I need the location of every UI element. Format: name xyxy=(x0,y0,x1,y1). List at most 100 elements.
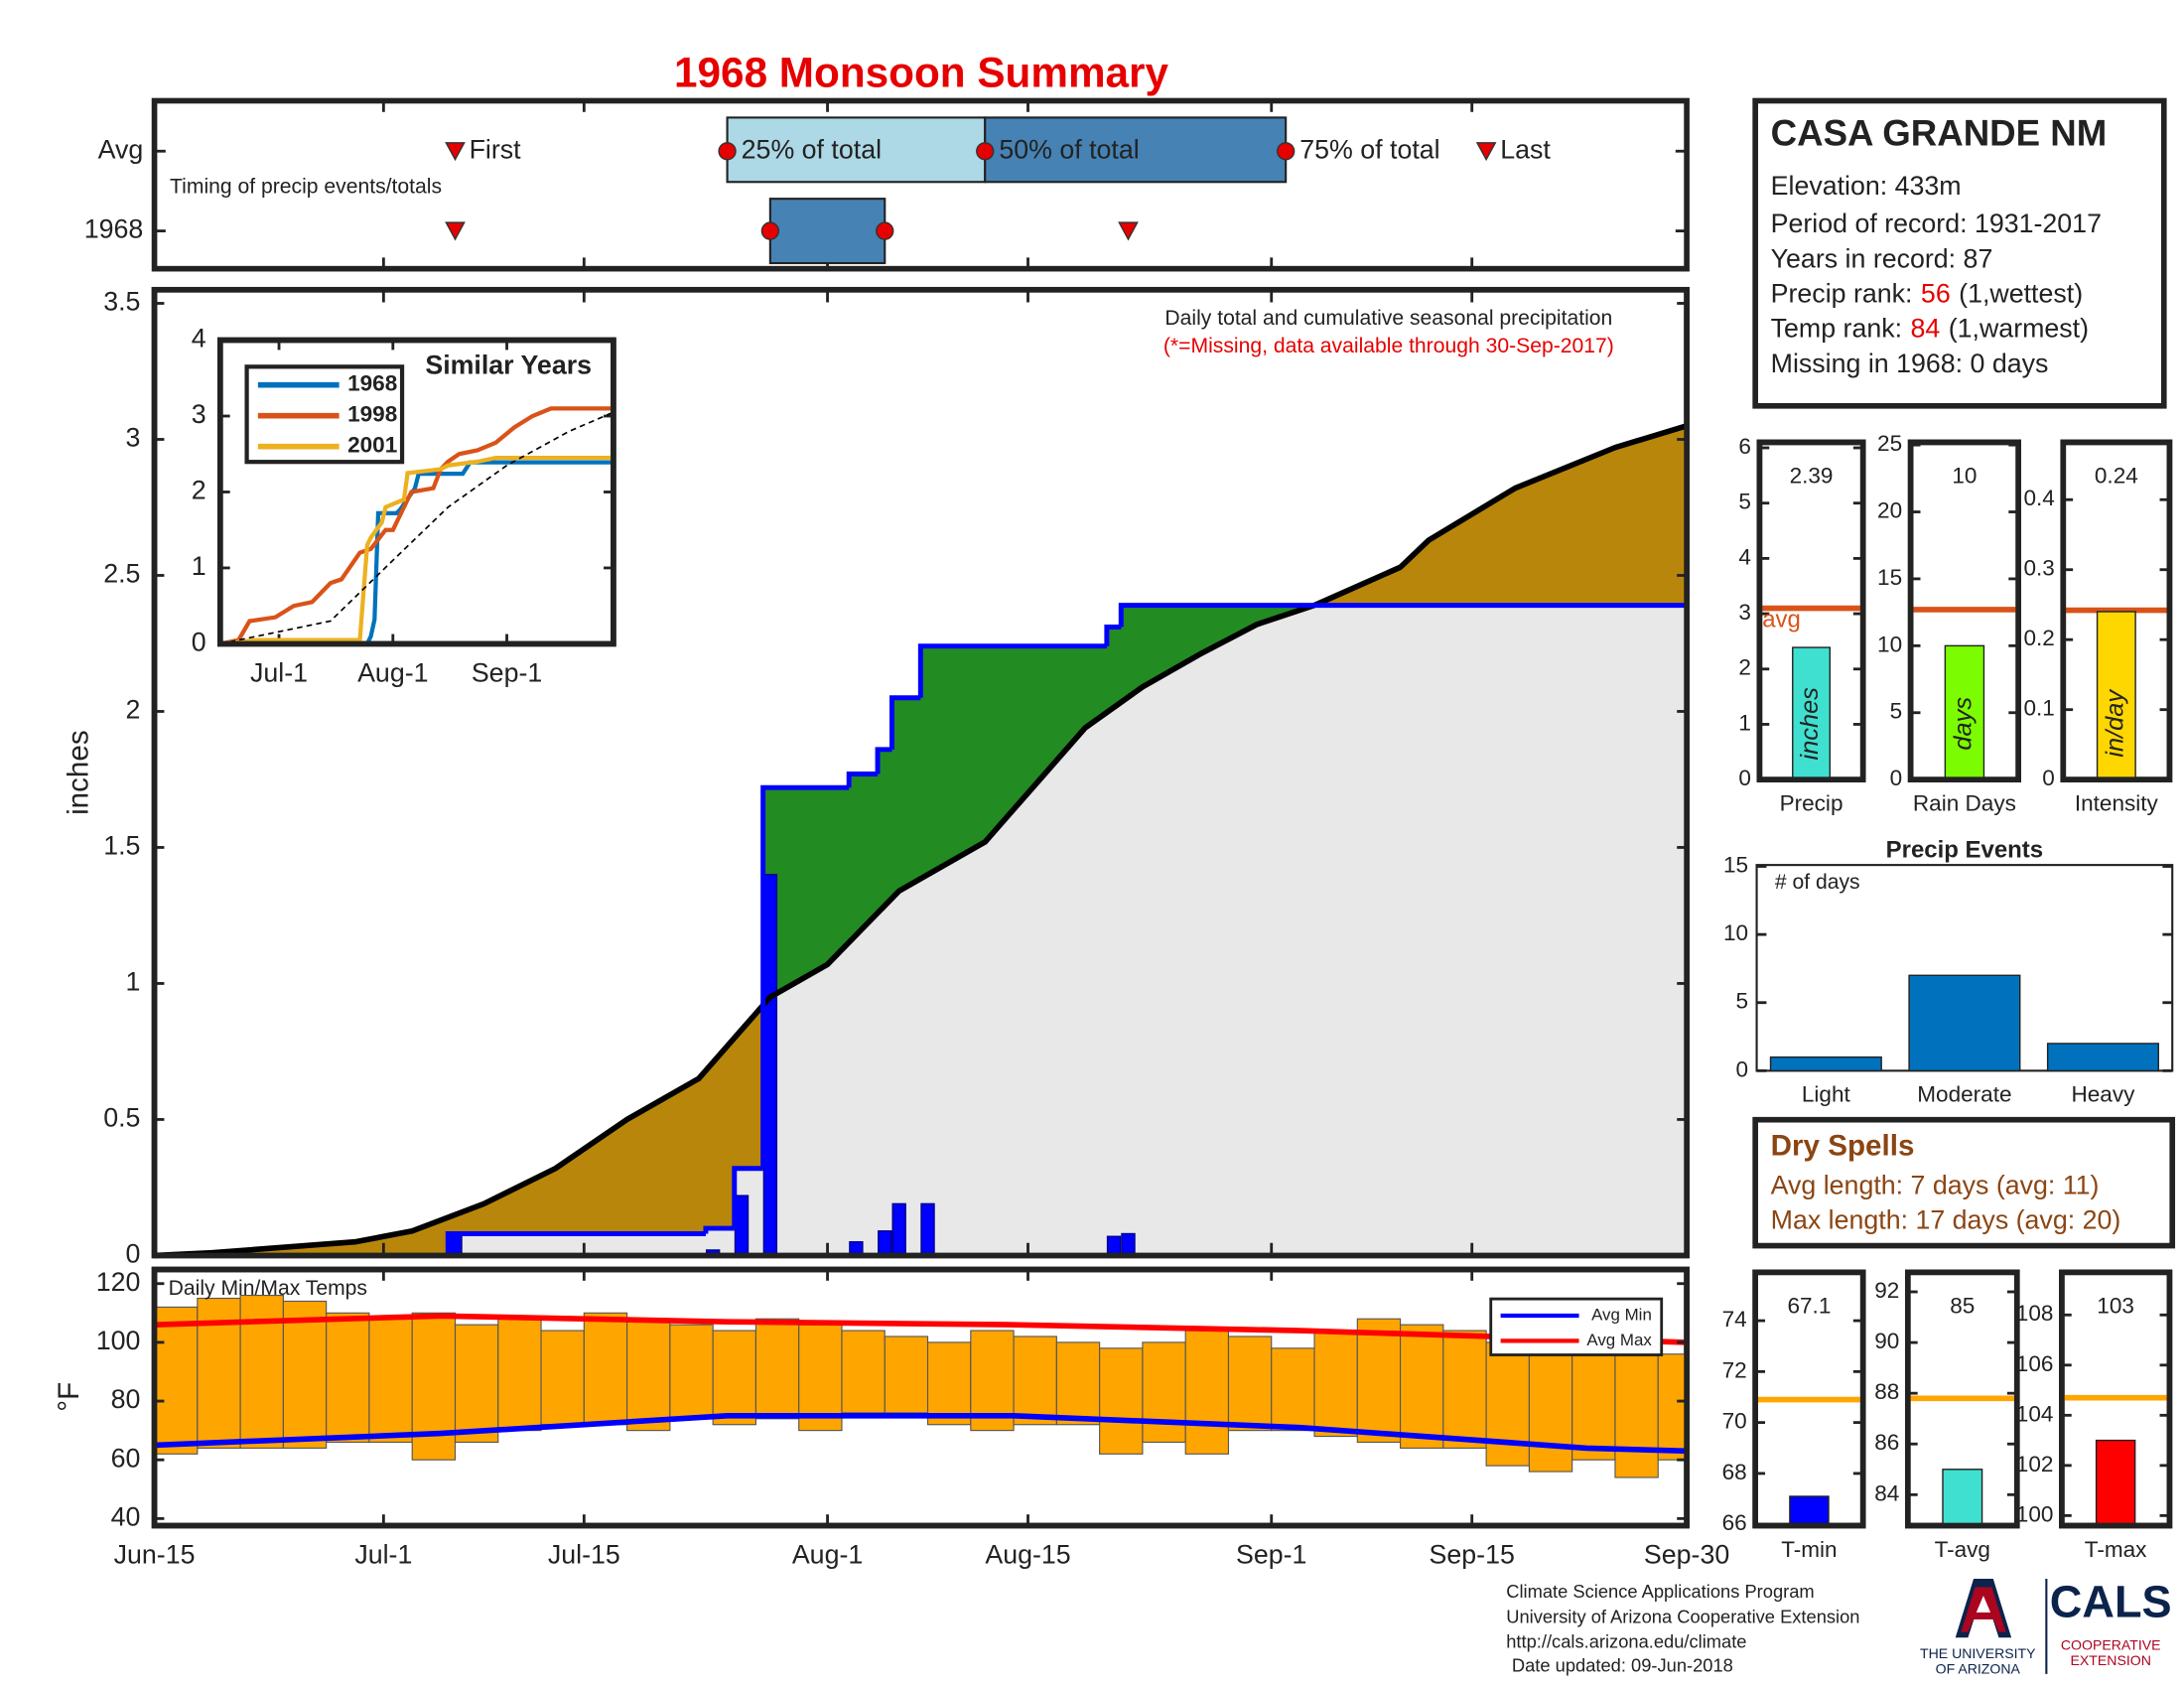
footer-line: University of Arizona Cooperative Extens… xyxy=(1506,1606,1859,1626)
y-tick-label: 20 xyxy=(1877,497,1902,522)
temp-bar xyxy=(1400,1324,1444,1449)
bar xyxy=(1908,974,2021,1072)
station-missing: Missing in 1968: 0 days xyxy=(1771,349,2049,378)
temp-bar xyxy=(497,1318,542,1432)
panel-outline xyxy=(151,1266,1690,1529)
station-box xyxy=(1752,97,2167,409)
panel-note: # of days xyxy=(1775,871,1860,894)
x-tick-label: Aug-1 xyxy=(357,658,428,688)
logo-text: OF ARIZONA xyxy=(1936,1660,2021,1676)
y-tick-label: 80 xyxy=(111,1384,141,1414)
timing-label: 25% of total xyxy=(742,134,882,164)
temp-bar xyxy=(1184,1330,1230,1455)
y-axis-label: °F xyxy=(53,1382,85,1412)
y-tick-label: 0.5 xyxy=(103,1103,140,1133)
temp-bar xyxy=(712,1330,756,1426)
y-tick-label: 0 xyxy=(192,628,206,657)
station-name: CASA GRANDE NM xyxy=(1771,112,2108,153)
unit-label: days xyxy=(1950,697,1978,751)
panel-outline xyxy=(2060,439,2173,782)
y-tick-label: 104 xyxy=(2016,1401,2054,1426)
y-tick-label: 6 xyxy=(1738,434,1751,459)
y-tick-label: 68 xyxy=(1722,1460,1747,1484)
y-tick-label: 120 xyxy=(96,1267,141,1297)
legend-label: 2001 xyxy=(347,433,397,458)
temp-bar xyxy=(1528,1353,1573,1473)
timing-label: 75% of total xyxy=(1299,134,1439,164)
y-tick-label: 66 xyxy=(1722,1510,1747,1535)
area-base xyxy=(154,605,1688,1256)
y-tick-label: 100 xyxy=(2016,1501,2054,1526)
y-tick-label: 0.1 xyxy=(2023,696,2054,721)
panel-outline xyxy=(216,337,616,647)
panel-outline xyxy=(1752,1269,1866,1529)
category-label: T-avg xyxy=(1935,1537,1990,1562)
total-marker xyxy=(876,221,894,240)
panel-title: Daily Min/Max Temps xyxy=(169,1277,367,1300)
logo-a-bar xyxy=(1971,1612,1996,1619)
bar xyxy=(2095,1439,2136,1527)
y-tick-label: 1 xyxy=(1738,710,1751,735)
temp-bar xyxy=(411,1312,457,1461)
temp-bar xyxy=(1614,1341,1659,1478)
bar xyxy=(1789,1495,1830,1527)
chart-note: (*=Missing, data available through 30-Se… xyxy=(1163,335,1614,357)
x-tick-label: Sep-15 xyxy=(1430,1540,1515,1570)
temp-bar xyxy=(1271,1347,1315,1432)
legend-label: Avg Min xyxy=(1591,1306,1652,1325)
cals-text: CALS xyxy=(2050,1577,2172,1627)
rank-note: (1,warmest) xyxy=(1949,314,2089,344)
category-label: Precip xyxy=(1780,790,1843,815)
daily-bar xyxy=(762,874,778,1257)
legend-label: 1968 xyxy=(347,371,397,396)
rank-label: Temp rank: xyxy=(1771,314,1902,344)
temp-bar xyxy=(626,1318,671,1432)
y-tick-label: 5 xyxy=(1738,490,1751,514)
y-tick-label: 88 xyxy=(1874,1379,1899,1404)
value-label: 67.1 xyxy=(1787,1294,1831,1319)
daily-bar xyxy=(1106,1235,1122,1257)
timing-label: First xyxy=(470,134,522,164)
footer-line: Climate Science Applications Program xyxy=(1506,1581,1814,1602)
y-tick-label: 0.2 xyxy=(2023,626,2054,650)
rank-note: (1,wettest) xyxy=(1959,279,2083,309)
series-line xyxy=(219,406,614,646)
temp-bar xyxy=(540,1330,585,1426)
y-tick-label: 5 xyxy=(1890,699,1903,724)
value-label: 85 xyxy=(1950,1294,1975,1319)
temp-bar xyxy=(1055,1341,1101,1426)
panel-outline xyxy=(1904,1269,2020,1529)
panel-outline xyxy=(2059,1269,2173,1529)
cumulative-step xyxy=(760,784,850,1169)
panel-outline xyxy=(1756,439,1866,782)
y-tick-label: 0 xyxy=(126,1239,141,1269)
temp-bar xyxy=(841,1330,886,1414)
cumulative-step xyxy=(445,1231,706,1256)
temp-bar xyxy=(926,1341,972,1426)
category-label: T-min xyxy=(1781,1537,1837,1562)
temp-bar xyxy=(754,1318,800,1420)
temp-bar xyxy=(1485,1341,1530,1467)
x-tick-label: Sep-1 xyxy=(472,658,542,688)
y-tick-label: 70 xyxy=(1722,1409,1747,1434)
temp-bar xyxy=(583,1312,628,1426)
x-tick-label: Sep-30 xyxy=(1644,1540,1729,1570)
temp-bar xyxy=(1013,1336,1057,1426)
y-tick-label: 10 xyxy=(1723,920,1748,945)
logo-text: COOPERATIVE xyxy=(2061,1636,2161,1652)
daily-bar xyxy=(920,1202,935,1257)
cumulative-step xyxy=(1118,603,1688,628)
series-line xyxy=(219,411,614,645)
y-tick-label: 102 xyxy=(2016,1452,2054,1477)
avg-cumulative-line xyxy=(154,423,1688,1259)
temp-bar xyxy=(1313,1330,1358,1438)
rank-label: Precip rank: xyxy=(1771,279,1913,309)
value-label: 10 xyxy=(1952,464,1977,489)
bar xyxy=(2096,611,2136,780)
value-label: 2.39 xyxy=(1790,464,1834,489)
total-marker xyxy=(718,142,737,161)
cumulative-step xyxy=(917,643,1107,698)
category-label: Heavy xyxy=(2071,1082,2135,1107)
temp-bar xyxy=(1142,1341,1186,1444)
